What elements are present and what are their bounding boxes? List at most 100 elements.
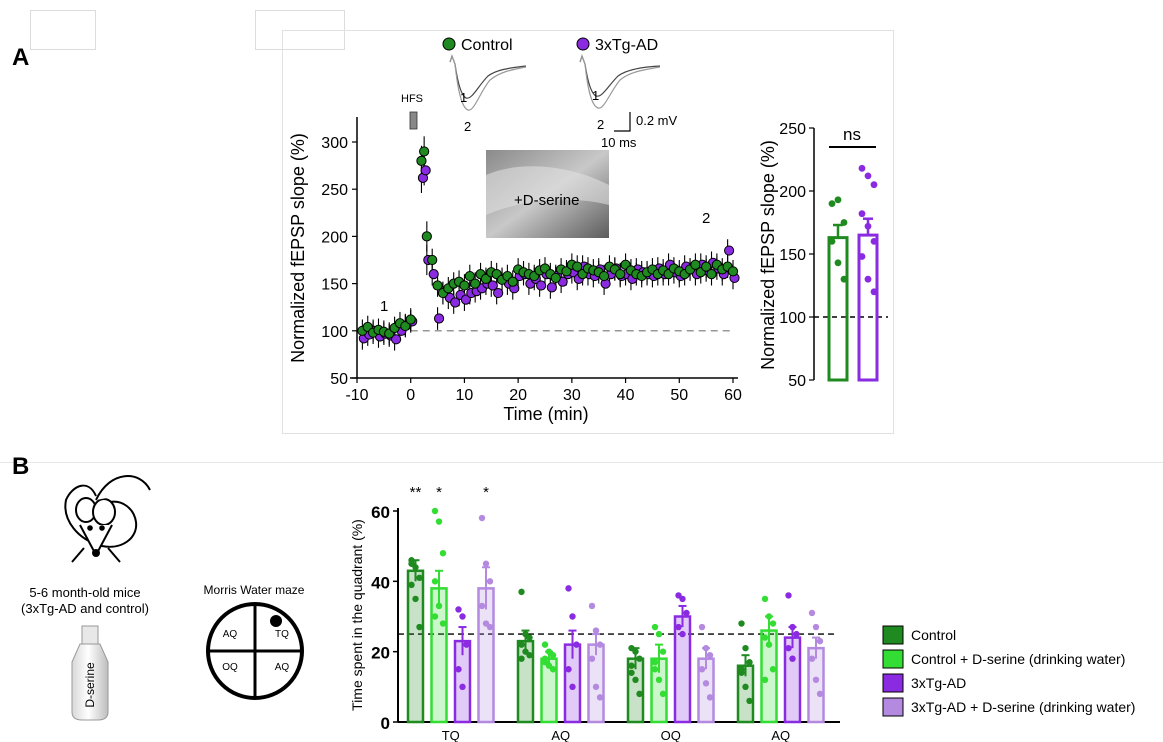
quadrant-bar-point <box>793 630 800 638</box>
quadrant-bar-point <box>439 620 447 627</box>
legend-marker-control <box>442 37 456 51</box>
data-point-control <box>416 155 427 166</box>
trace-control <box>449 54 527 111</box>
trace-3xtg-label-2: 2 <box>597 117 604 132</box>
quadrant-bar-point <box>655 630 663 638</box>
mouse-caption-line1: 5-6 month-old mice <box>29 585 140 600</box>
quadrant-y-tick-label: 0 <box>381 714 390 733</box>
data-point-control <box>400 320 411 332</box>
trace-3xtg-label-1: 1 <box>592 88 599 103</box>
data-point-3xtg <box>487 280 498 291</box>
x-tick-label: 20 <box>509 387 527 404</box>
quadrant-bar-point <box>761 676 769 683</box>
quadrant-bar-point <box>573 641 580 648</box>
maze-quadrant-oq: OQ <box>222 662 238 673</box>
data-point-control <box>470 278 481 289</box>
data-point-3xtg <box>546 282 557 293</box>
quadrant-bar-point <box>565 585 572 592</box>
bar-point <box>864 172 872 180</box>
bar-point <box>840 275 848 283</box>
significance-star: ** <box>410 484 422 501</box>
x-tick-label: 40 <box>617 387 635 404</box>
data-point-control <box>701 261 712 272</box>
quadrant-bar-point <box>812 623 820 631</box>
quadrant-bar-point <box>742 683 749 691</box>
quadrant-bar-point <box>702 644 710 652</box>
data-point-3xtg <box>536 280 547 291</box>
quadrant-bar-point <box>785 592 792 599</box>
quadrant-bar-point <box>588 655 596 662</box>
significance-star: * <box>436 484 442 501</box>
quadrant-bar-point <box>569 613 576 620</box>
data-point-control <box>706 269 717 280</box>
data-point-control <box>419 146 430 157</box>
quadrant-bar-point <box>592 627 600 634</box>
quadrant-bar-point <box>549 651 557 659</box>
y-tick-label: 50 <box>330 371 348 388</box>
quadrant-bar-point <box>785 644 792 652</box>
y-tick-label: 250 <box>321 182 348 199</box>
data-point-control <box>550 272 561 284</box>
data-point-3xtg <box>428 269 439 280</box>
quadrant-bar-point <box>592 683 600 691</box>
quadrant-bar-point <box>408 560 415 567</box>
legend-label-3xtg: 3xTg-AD <box>595 37 658 54</box>
platform-marker <box>270 615 282 627</box>
data-point-control <box>727 266 739 277</box>
quadrant-y-tick-label: 20 <box>371 644 390 663</box>
bar-point <box>828 238 836 245</box>
bar-point <box>840 219 848 226</box>
quadrant-bar-point <box>816 690 824 698</box>
data-point-control <box>507 276 518 287</box>
bottle-label: D-serine <box>83 662 97 708</box>
quadrant-bar-point <box>541 659 549 666</box>
panel-separator <box>0 462 1163 463</box>
bar-point <box>834 196 842 204</box>
hfs-stimulus-mark <box>409 111 418 130</box>
quadrant-bar-point <box>816 637 824 645</box>
quadrant-bar-point <box>518 655 525 662</box>
quadrant-bar-point <box>789 655 796 662</box>
quadrant-bar-point <box>738 620 745 627</box>
y-tick-label: 100 <box>321 324 348 341</box>
quadrant-bar-point <box>651 659 659 666</box>
quadrant-bar-point <box>698 623 706 631</box>
data-point-3xtg <box>433 313 445 324</box>
bar-control <box>827 236 849 382</box>
quadrant-y-tick-label: 40 <box>371 573 390 592</box>
quadrant-bar-point <box>416 574 423 582</box>
quadrant-x-tick-label: TQ <box>442 728 460 742</box>
legend-marker-3xtg <box>576 37 590 51</box>
maze-quadrant-aq-top: AQ <box>223 629 238 640</box>
quadrant-bar-point <box>435 602 443 610</box>
scale-bar-time: 10 ms <box>601 135 637 150</box>
quadrant-bar-point <box>463 641 470 648</box>
bar-y-tick-label: 100 <box>779 310 806 327</box>
slice-image-label: +D-serine <box>514 192 579 209</box>
quadrant-bar-point <box>706 651 714 659</box>
quadrant-bar-point <box>416 623 423 631</box>
quadrant-bar-point <box>526 634 533 641</box>
quadrant-y-axis-title: Time spent in the quadrant (%) <box>349 519 365 711</box>
significance-ns: ns <box>843 125 861 144</box>
quadrant-bar-point <box>455 666 462 673</box>
data-point-control <box>459 280 470 291</box>
ltp-summary-bar-chart: Normalized fEPSP slope (%) ns 50 100 150 20… <box>758 121 888 390</box>
quadrant-bar-point <box>769 666 777 673</box>
bar-point <box>870 288 878 296</box>
x-tick-label: 30 <box>563 387 581 404</box>
panel-label-b: B <box>12 453 30 480</box>
quadrant-bar-point <box>683 609 690 617</box>
trace-control-label-1: 1 <box>460 90 467 105</box>
bar-point <box>870 181 878 189</box>
bar-y-tick-label: 200 <box>779 184 806 201</box>
data-point-control <box>598 270 610 282</box>
panel-a-frame <box>282 30 894 434</box>
time-label-1: 1 <box>380 298 388 315</box>
x-tick-label: 10 <box>456 387 474 404</box>
quadrant-bar-point <box>459 683 466 691</box>
quadrant-bar-point <box>478 514 486 522</box>
bar-point <box>828 200 836 208</box>
blank-box-left <box>30 10 96 50</box>
